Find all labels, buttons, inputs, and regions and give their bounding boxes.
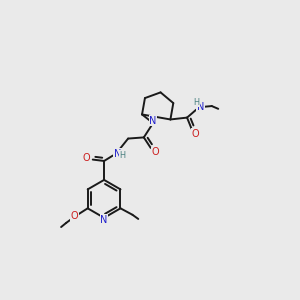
- Text: O: O: [192, 129, 200, 139]
- Text: N: N: [100, 214, 108, 225]
- Text: H: H: [194, 98, 200, 106]
- Text: O: O: [82, 153, 90, 163]
- Text: H: H: [120, 151, 126, 160]
- Text: O: O: [70, 211, 78, 221]
- Text: N: N: [149, 116, 157, 126]
- Text: O: O: [152, 147, 159, 158]
- Text: N: N: [197, 102, 204, 112]
- Text: N: N: [114, 148, 121, 159]
